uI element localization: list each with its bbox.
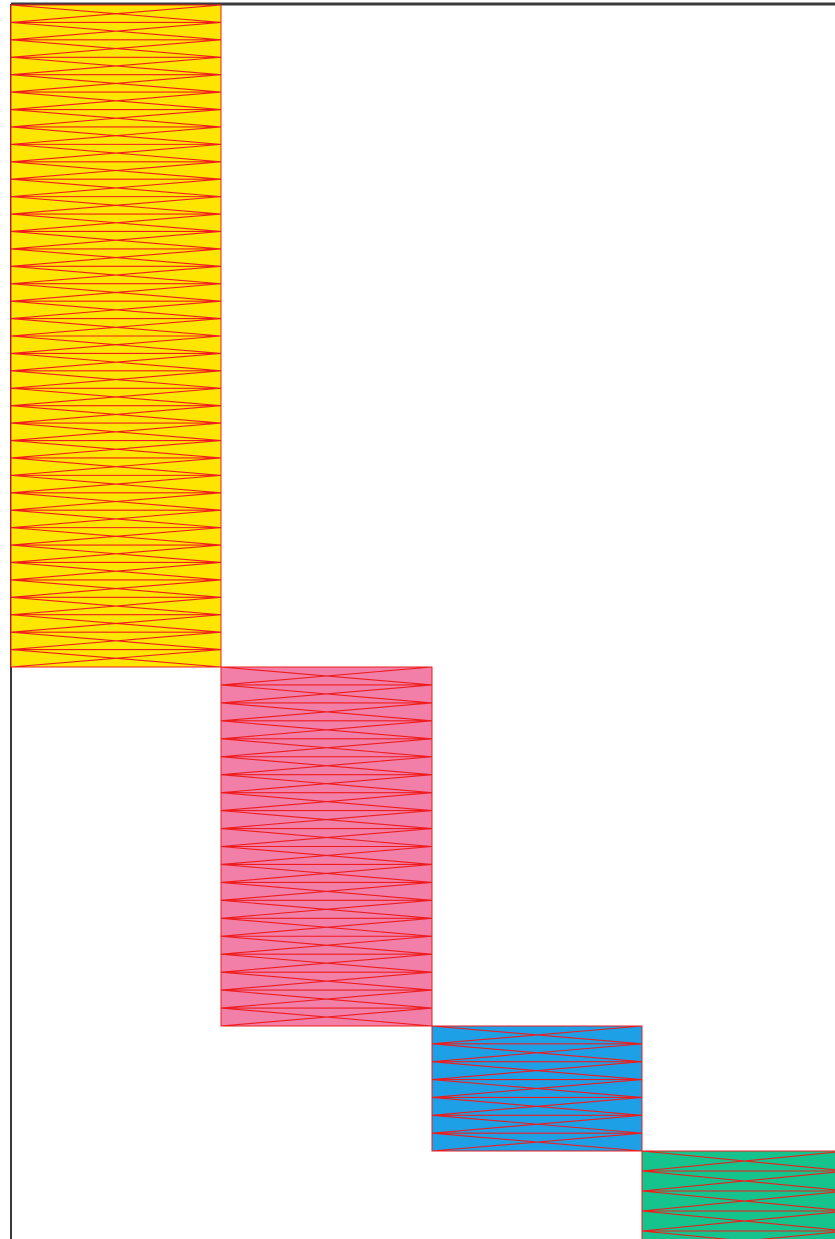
hatch-band bbox=[10, 492, 222, 511]
blocks-layer bbox=[10, 4, 835, 1239]
block-blue bbox=[431, 1025, 643, 1152]
hatch-band bbox=[641, 1170, 835, 1192]
hatch-band bbox=[641, 1210, 835, 1232]
hatch-band bbox=[10, 4, 222, 23]
hatch-band bbox=[220, 810, 433, 830]
hatch-band bbox=[220, 989, 433, 1009]
hatch-band bbox=[10, 230, 222, 250]
hatch-band bbox=[220, 881, 433, 901]
hatch-band bbox=[220, 935, 433, 955]
hatch-band bbox=[10, 91, 222, 111]
hatch-band bbox=[10, 21, 222, 41]
hatch-band bbox=[10, 405, 222, 424]
hatch-band bbox=[220, 774, 433, 794]
hatch-band bbox=[10, 457, 222, 476]
hatch-band bbox=[220, 917, 433, 937]
hatch-band bbox=[10, 143, 222, 163]
hatch-band bbox=[10, 178, 222, 198]
hatch-band bbox=[10, 439, 222, 459]
hatch-band bbox=[220, 756, 433, 776]
hatch-band bbox=[10, 196, 222, 215]
hatch-band bbox=[641, 1150, 835, 1172]
hatch-band bbox=[431, 1043, 643, 1063]
hatch-band bbox=[10, 283, 222, 302]
hatch-band bbox=[220, 738, 433, 758]
hatch-band bbox=[641, 1230, 835, 1239]
hatch-band bbox=[10, 161, 222, 180]
hatch-band bbox=[220, 666, 433, 686]
hatch-band bbox=[10, 108, 222, 128]
block-green bbox=[641, 1150, 835, 1239]
hatch-band bbox=[220, 845, 433, 865]
hatch-band bbox=[10, 248, 222, 267]
hatch-band bbox=[220, 1007, 433, 1027]
hatch-band bbox=[431, 1061, 643, 1081]
hatch-band bbox=[220, 828, 433, 848]
hatch-band bbox=[641, 1190, 835, 1212]
hatch-band bbox=[10, 614, 222, 633]
hatch-band bbox=[431, 1025, 643, 1045]
hatch-band bbox=[431, 1114, 643, 1134]
hatch-band bbox=[10, 213, 222, 233]
hatch-band bbox=[10, 352, 222, 372]
hatch-band bbox=[10, 509, 222, 529]
hatch-band bbox=[220, 792, 433, 812]
hatch-band bbox=[10, 422, 222, 442]
hatch-band bbox=[220, 720, 433, 740]
hatch-band bbox=[431, 1096, 643, 1116]
hatch-band bbox=[10, 527, 222, 546]
block-pink bbox=[220, 666, 433, 1027]
hatch-band bbox=[10, 335, 222, 354]
hatch-band bbox=[10, 596, 222, 616]
hatch-band bbox=[220, 971, 433, 991]
hatch-band bbox=[10, 265, 222, 285]
hatch-band bbox=[10, 318, 222, 337]
hatch-band bbox=[220, 953, 433, 973]
hatch-band bbox=[10, 544, 222, 564]
hatch-band bbox=[10, 561, 222, 581]
hatch-band bbox=[431, 1079, 643, 1098]
hatch-band bbox=[220, 702, 433, 722]
hatch-band bbox=[10, 474, 222, 494]
hatch-band bbox=[10, 39, 222, 58]
hatch-band bbox=[10, 300, 222, 320]
hatch-band bbox=[431, 1132, 643, 1152]
hatch-band bbox=[10, 387, 222, 407]
block-yellow bbox=[10, 4, 222, 668]
hatch-band bbox=[10, 579, 222, 598]
hatch-band bbox=[220, 899, 433, 919]
hatch-band bbox=[10, 56, 222, 76]
hatch-band bbox=[10, 370, 222, 389]
hatch-band bbox=[220, 684, 433, 704]
hatch-band bbox=[10, 631, 222, 651]
hatch-band bbox=[10, 126, 222, 145]
hatch-band bbox=[10, 74, 222, 93]
hatch-band bbox=[220, 863, 433, 883]
hatch-band bbox=[10, 649, 222, 668]
